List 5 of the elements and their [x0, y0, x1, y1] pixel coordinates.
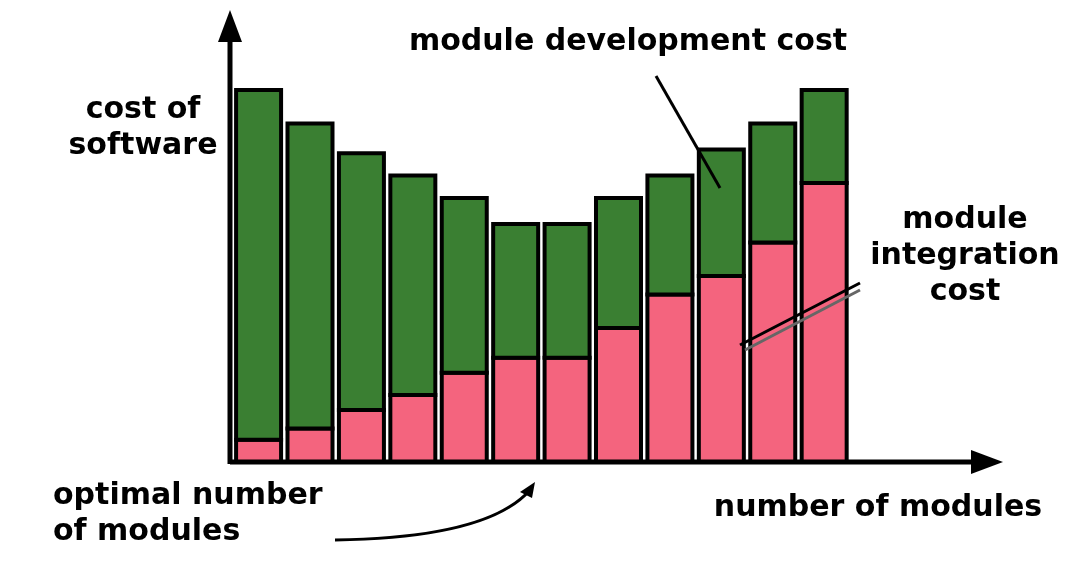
series-label: module integration cost: [869, 200, 1061, 308]
x-axis-title: number of modules: [712, 488, 1044, 524]
series-label: module development cost: [407, 22, 849, 58]
y-axis-title: cost of software: [67, 90, 219, 162]
text: optimal number of modules: [53, 476, 324, 548]
